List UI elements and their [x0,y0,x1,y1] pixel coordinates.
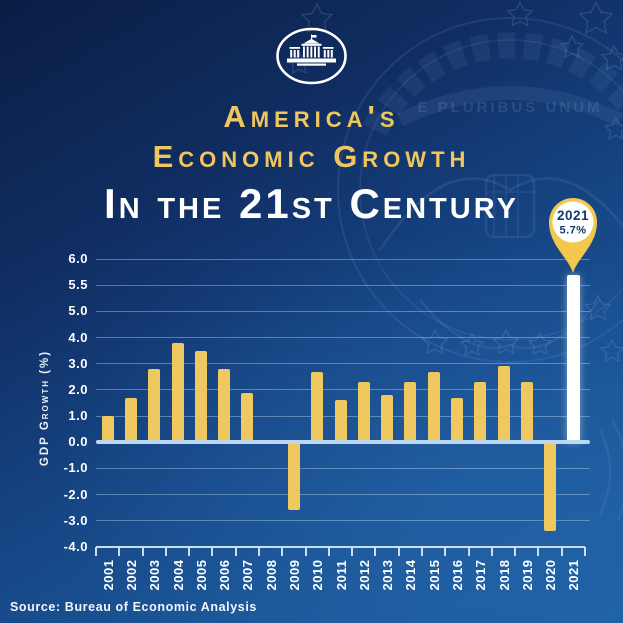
x-tick-label-2019: 2019 [519,559,535,591]
x-axis-line [96,545,585,548]
y-tick-label: 3.0 [68,355,88,371]
x-axis-tick [374,546,377,556]
x-axis-tick [211,546,214,556]
x-tick-label-2017: 2017 [473,559,489,591]
y-tick-label: 5.0 [68,303,88,319]
x-axis-tick [584,546,586,556]
x-tick-label-2010: 2010 [310,559,326,591]
white-house-logo [276,27,347,85]
x-axis-tick [467,546,470,556]
x-tick-label-2011: 2011 [333,559,349,591]
x-tick-label-2020: 2020 [543,559,559,591]
y-tick-label: 4.0 [68,329,88,345]
title-line-3: In the 21st Century [104,180,519,227]
gridline [96,363,590,365]
bar-2010 [311,371,324,443]
x-axis-tick [141,546,144,556]
bar-2007 [241,392,254,443]
x-tick-label-2013: 2013 [380,559,396,591]
gridline [96,337,590,339]
y-tick-label: 0.0 [68,434,88,450]
bar-2006 [218,368,231,443]
y-tick-label: -2.0 [63,486,88,502]
bar-2002 [124,397,137,443]
gridline [96,284,590,286]
x-axis-tick [351,546,354,556]
gridline [96,467,590,469]
bar-2009 [287,442,300,511]
bar-2005 [194,350,207,443]
bar-2003 [148,368,161,443]
x-tick-label-2015: 2015 [426,559,442,591]
bar-2016 [450,397,463,443]
gridline [96,258,590,260]
x-axis-tick [234,546,237,556]
y-tick-label: -1.0 [63,460,88,476]
x-tick-label-2021: 2021 [566,559,582,591]
bar-2001 [101,416,114,443]
x-tick-label-2008: 2008 [263,559,279,591]
x-tick-label-2004: 2004 [170,559,186,591]
y-tick-label: 6.0 [68,251,88,266]
y-tick-label: -4.0 [63,538,88,554]
x-tick-label-2007: 2007 [240,559,256,591]
x-tick-label-2006: 2006 [217,559,233,591]
title-line-1: America's [223,99,400,134]
x-tick-label-2001: 2001 [100,559,116,591]
bar-2011 [334,400,347,443]
x-axis-tick [514,546,517,556]
x-axis-tick [421,546,423,556]
bar-2012 [357,382,370,443]
x-tick-label-2018: 2018 [496,559,512,591]
x-tick-label-2009: 2009 [286,559,302,591]
x-axis-tick [118,546,121,556]
callout-value: 5.7% [559,225,586,237]
gridline [96,494,590,496]
x-axis-tick [490,546,493,556]
title-line-2: Economic Growth [152,139,471,174]
bar-2004 [171,342,184,443]
gridline [96,520,590,522]
x-axis-tick [164,546,167,556]
x-tick-label-2002: 2002 [123,559,139,591]
x-axis-tick [95,546,97,556]
gridline [96,389,590,391]
x-axis-tick [397,546,400,556]
y-tick-label: -3.0 [63,512,88,528]
x-tick-label-2016: 2016 [449,559,465,591]
x-tick-label-2003: 2003 [147,559,163,591]
bar-2014 [404,382,417,443]
x-axis-tick [444,546,447,556]
x-axis-tick [537,546,540,556]
zero-line [96,440,590,445]
callout-year: 2021 [557,208,589,223]
y-tick-label: 2.0 [68,381,88,397]
x-tick-label-2005: 2005 [193,559,209,591]
bar-2021 [566,274,580,443]
bar-2020 [544,442,557,532]
x-axis-tick [327,546,330,556]
gridline [96,310,590,312]
x-axis-tick [281,546,284,556]
x-axis-tick [560,546,563,556]
x-tick-label-2014: 2014 [403,559,419,591]
x-tick-label-2012: 2012 [356,559,372,591]
bar-2013 [381,395,394,443]
bar-2017 [474,382,487,443]
x-axis-tick [304,546,307,556]
bar-2019 [520,382,533,443]
bar-2015 [427,371,440,443]
callout-pin: 2021 5.7% [549,198,597,273]
y-tick-label: 5.5 [68,277,88,293]
x-axis-tick [258,546,260,556]
source-attribution: Source: Bureau of Economic Analysis [10,600,257,614]
x-axis-tick [188,546,191,556]
bar-2018 [497,366,510,443]
y-tick-label: 1.0 [68,408,88,424]
